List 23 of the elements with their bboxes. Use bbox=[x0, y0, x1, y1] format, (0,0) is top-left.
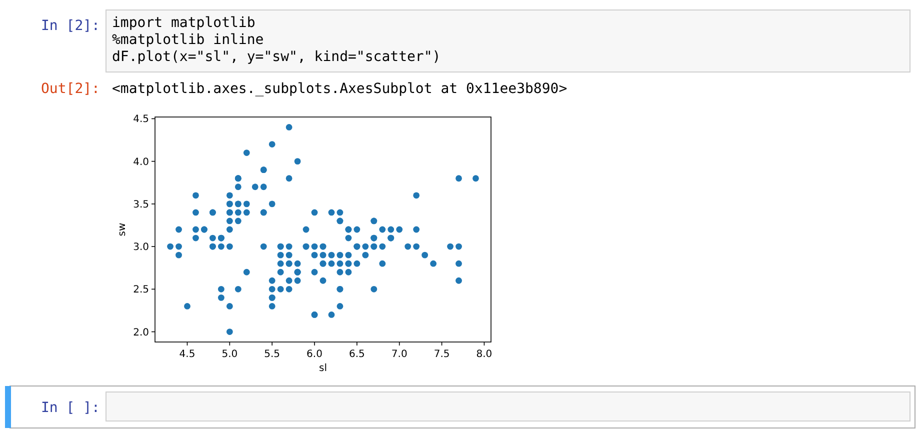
text: <matplotlib.axes._subplots.AxesSubplot at 0x11ee3b890> bbox=[112, 81, 568, 97]
text: Out[2]: bbox=[40, 81, 100, 97]
y-axis-title: sw bbox=[117, 222, 128, 236]
y-tick-label: 4.5 bbox=[133, 114, 149, 126]
x-tick-label: 4.5 bbox=[179, 349, 196, 360]
x-tick-label: 7.5 bbox=[434, 349, 450, 360]
x-tick-label: 6.0 bbox=[306, 349, 322, 360]
y-tick-label: 2.0 bbox=[133, 327, 149, 338]
x-axis-title: sl bbox=[319, 363, 327, 374]
x-tick-label: 6.5 bbox=[348, 349, 365, 360]
x-tick-label: 8.0 bbox=[476, 349, 492, 360]
text: In [ ]: bbox=[40, 400, 100, 416]
y-tick-label: 3.0 bbox=[133, 242, 149, 254]
x-tick-label: 7.0 bbox=[391, 349, 408, 360]
x-tick-label: 5.0 bbox=[222, 349, 238, 360]
y-tick-label: 2.5 bbox=[133, 284, 149, 296]
text: In [2]: bbox=[40, 18, 100, 34]
text: %matplotlib inline bbox=[112, 32, 264, 48]
x-tick-label: 5.5 bbox=[264, 349, 280, 360]
y-tick-label: 3.5 bbox=[133, 199, 149, 210]
text: dF.plot(x="sl", y="sw", kind="scatter") bbox=[112, 49, 441, 65]
y-tick-label: 4.0 bbox=[133, 156, 149, 168]
text: import matplotlib bbox=[112, 15, 256, 31]
